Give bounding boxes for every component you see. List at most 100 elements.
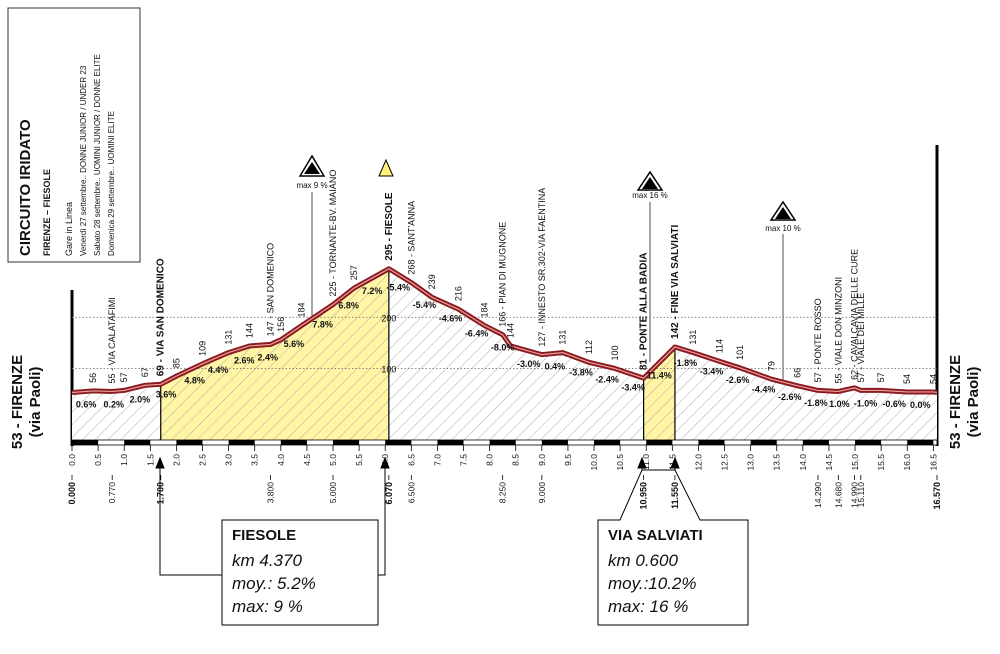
profile-highlight: [71, 268, 938, 394]
endpoint-label: 53 - FIRENZE: [947, 355, 964, 449]
race-info: Gare in Linea: [64, 202, 74, 256]
x-tick-label: 6.0: [380, 454, 390, 466]
race-info: Venerdì 27 settembre.. DONNE JUNIOR / UN…: [79, 65, 88, 256]
gradient-label: 3.6%: [156, 390, 177, 400]
km-marker-label: 6.070: [384, 482, 394, 505]
x-tick-label: 14.5: [824, 454, 834, 471]
km-marker-label: 1.700: [156, 482, 166, 505]
km-marker-label: 3.800: [265, 482, 275, 504]
gradient-label: -8.0%: [491, 343, 515, 353]
km-marker-label: 14.290: [813, 482, 823, 508]
gradient-label: -2.6%: [726, 375, 750, 385]
gradient-label: -1.8%: [804, 398, 828, 408]
x-tick-label: 13.5: [772, 454, 782, 471]
point-label: 257: [349, 265, 359, 280]
point-label: 144: [506, 323, 516, 338]
gradient-label: -3.0%: [517, 359, 541, 369]
km-marker-label: 11.550: [670, 482, 680, 509]
point-label: 112: [584, 340, 594, 354]
gradient-label: -1.8%: [674, 358, 698, 368]
gradient-label: -0.6%: [882, 399, 906, 409]
km-marker-label: 14.680: [833, 482, 843, 508]
point-label: 156: [276, 317, 286, 332]
gradient-label: 2.0%: [130, 395, 151, 405]
gradient-label: 7.8%: [312, 320, 333, 330]
gradient-label: -2.6%: [778, 392, 802, 402]
gradient-label: 0.6%: [76, 399, 97, 409]
x-tick-label: 12.5: [720, 454, 730, 471]
point-label: 57: [119, 372, 129, 382]
circuit-subtitle: FIRENZE – FIESOLE: [42, 169, 52, 256]
point-label: 225 - TORNANTE-BV. MAIANO: [328, 170, 338, 297]
km-marker-label: 6.500: [406, 482, 416, 504]
point-label: 55 - VIA CALATAFIMI: [107, 297, 117, 383]
baseline-segment: [802, 440, 829, 445]
baseline-segment: [646, 440, 673, 445]
baseline-segment: [124, 440, 151, 445]
x-tick-label: 7.5: [459, 454, 469, 466]
x-tick-label: 6.5: [406, 454, 416, 466]
point-label: 85: [171, 358, 181, 368]
info-box: [7, 7, 141, 263]
gradient-label: -3.4%: [621, 383, 645, 393]
point-label: 66: [793, 368, 803, 378]
circuit-title: CIRCUITO IRIDATO: [17, 119, 34, 256]
point-label: 54: [902, 374, 912, 384]
point-label: 55 - VIALE DON MINZONI: [833, 277, 843, 384]
gradient-label: -3.4%: [700, 367, 724, 377]
x-tick-label: 9.0: [537, 454, 547, 466]
x-tick-label: 15.5: [876, 454, 886, 471]
gradient-label: 1.0%: [829, 399, 850, 409]
race-info: Domenica 29 settembre.. UOMINI ELITE: [107, 111, 116, 256]
climb-icon: [298, 154, 797, 380]
gradient-label: -1.0%: [854, 398, 878, 408]
climb-box-max: max: 9 %: [232, 597, 303, 616]
baseline-segment: [855, 440, 882, 445]
climb-box-average: moy.: 5.2%: [232, 574, 316, 593]
x-tick-label: 1.0: [119, 454, 129, 466]
x-tick-label: 16.0: [902, 454, 912, 471]
baseline-segment: [333, 440, 360, 445]
baseline-segment: [437, 440, 464, 445]
x-tick-label: 5.0: [328, 454, 338, 466]
climb-box-name: FIESOLE: [232, 527, 296, 544]
point-label: 57: [876, 372, 886, 382]
x-tick-label: 14.0: [798, 454, 808, 471]
gradient-label: 2.6%: [234, 356, 255, 366]
km-marker-label: 8.250: [498, 482, 508, 504]
baseline-segment: [698, 440, 725, 445]
baseline-segment: [489, 440, 516, 445]
gradient-label: 0.0%: [910, 400, 931, 410]
x-tick-label: 0.5: [93, 454, 103, 466]
gradient-label: 11.4%: [647, 371, 672, 381]
point-label: 114: [714, 339, 724, 353]
climb-box-name: VIA SALVIATI: [608, 527, 703, 544]
x-tick-label: 16.5: [928, 454, 938, 471]
climb-max: max 9 %: [296, 181, 327, 190]
point-label: 69 - VIA SAN DOMENICO: [156, 258, 167, 376]
point-label: 131: [688, 330, 698, 345]
point-label: 142 - FINE VIA SALVIATI: [670, 224, 681, 338]
race-info: Sabato 28 settembre.. UOMINI JUNIOR / DO…: [93, 54, 102, 256]
baseline-segment: [750, 440, 777, 445]
km-marker-label: 0.000: [67, 482, 77, 505]
x-tick-label: 3.5: [250, 454, 260, 466]
point-label: 184: [479, 302, 489, 317]
gradient-label: 7.2%: [362, 286, 383, 296]
point-label: 239: [427, 274, 437, 289]
gradient-label: -2.4%: [595, 375, 619, 385]
gradient-label: -5.4%: [413, 300, 437, 310]
x-tick-label: 12.0: [693, 454, 703, 471]
climb-box-frame: [155, 456, 749, 626]
x-tick-label: 2.0: [171, 454, 181, 466]
x-tick-label: 4.0: [276, 454, 286, 466]
x-tick-label: 0.0: [67, 454, 77, 466]
point-label: 131: [558, 330, 568, 345]
km-marker-label: 0.770: [107, 482, 117, 504]
point-label: 62 - CAVALCAVIA DELLE CURE: [850, 249, 860, 380]
point-label: 54: [928, 374, 938, 384]
gradient-label: -4.6%: [439, 314, 463, 324]
point-label: 147 - SAN DOMENICO: [265, 243, 275, 337]
climb-max: max 10 %: [765, 224, 801, 233]
x-tick-label: 4.5: [302, 454, 312, 466]
